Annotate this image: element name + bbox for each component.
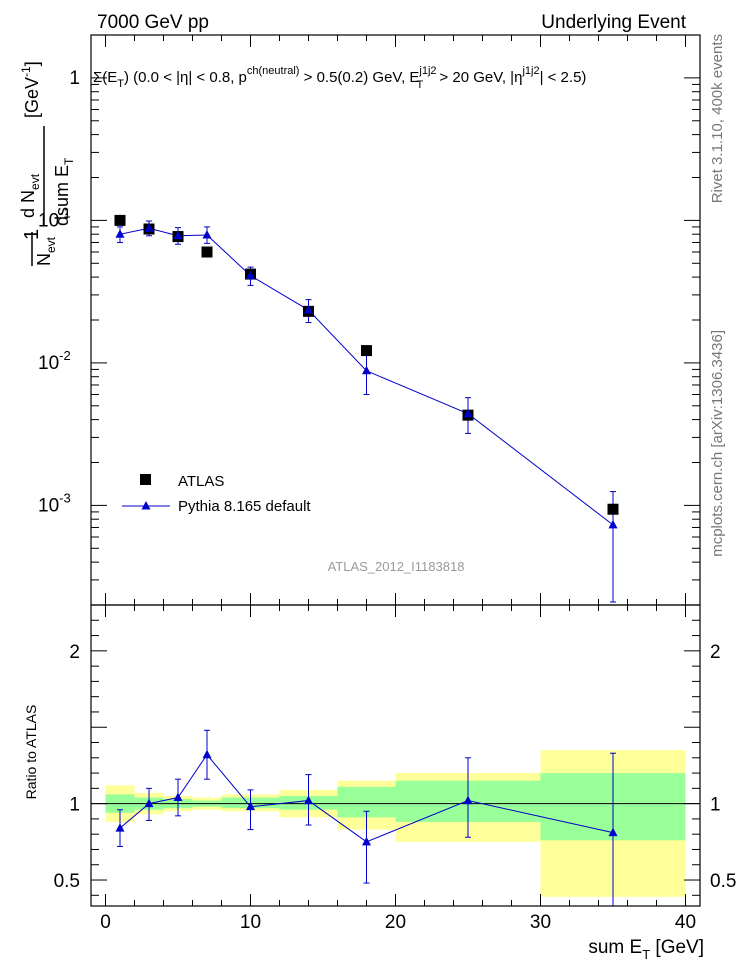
- rivet-version: Rivet 3.1.10, 400k events: [709, 34, 726, 203]
- pythia-point-0: [115, 229, 125, 238]
- ratio-ytick-label-left: 2: [69, 642, 80, 663]
- pythia-point-6: [362, 365, 371, 375]
- ratio-point-1: [144, 798, 154, 808]
- atlas-point-6: [361, 345, 372, 357]
- ratio-series: [115, 729, 618, 906]
- pythia-point-4: [246, 270, 255, 280]
- atlas-point-3: [201, 246, 213, 258]
- main-ytick-label: 10-1: [38, 205, 71, 231]
- ratio-ytick-label-left: 0.5: [54, 871, 80, 892]
- ratio-point-2: [173, 792, 183, 802]
- ratio-ytick-label-left: 1: [69, 795, 80, 816]
- legend-atlas-label: ATLAS: [178, 473, 224, 490]
- xlabel: sum ET [GeV]: [588, 937, 704, 962]
- xtick-label: 10: [240, 912, 261, 933]
- xtick-label: 40: [675, 912, 696, 933]
- svg-text:[GeV-1]: [GeV-1]: [19, 61, 42, 118]
- atlas-point-8: [607, 503, 619, 515]
- main-series: [114, 214, 619, 603]
- main-ytick-label: 1: [69, 68, 80, 89]
- ratio-point-4: [246, 801, 255, 811]
- main-ytick-label: 10-2: [38, 348, 71, 374]
- xtick-label: 0: [100, 912, 111, 933]
- axes: 0 10 20 30 40 10-3 10-2 10-1 1 0.5 0.5 1 1 2 2: [38, 34, 736, 933]
- pythia-point-1: [144, 223, 154, 232]
- selection-title: Σ(ET) (0.0 < |η| < 0.8, pch(neutral) > 0…: [93, 65, 586, 91]
- pythia-point-3: [202, 229, 212, 239]
- pythia-point-7: [463, 408, 473, 418]
- ratio-point-0: [115, 823, 125, 832]
- ratio-point-6: [362, 836, 371, 846]
- ratio-point-8: [608, 827, 618, 837]
- xtick-label: 20: [385, 912, 406, 933]
- source-label: mcplots.cern.ch [arXiv:1306.3436]: [709, 330, 726, 557]
- energy-label: 7000 GeV pp: [97, 12, 209, 33]
- ratio-point-5: [304, 795, 313, 805]
- ratio-bands: [105, 750, 686, 897]
- ratio-ytick-label-right: 1: [710, 795, 721, 816]
- ratio-point-3: [202, 749, 212, 759]
- legend-pythia-label: Pythia 8.165 default: [178, 498, 311, 515]
- pythia-point-8: [608, 519, 618, 529]
- ratio-point-7: [463, 795, 473, 805]
- atlas-point-0: [114, 214, 126, 226]
- ratio-ylabel: Ratio to ATLAS: [23, 705, 39, 800]
- legend: ATLAS Pythia 8.165 default: [122, 473, 311, 515]
- ratio-ytick-label-right: 2: [710, 642, 721, 663]
- analysis-tag: ATLAS_2012_I1183818: [328, 559, 465, 574]
- pythia-point-5: [304, 305, 313, 314]
- process-label: Underlying Event: [541, 12, 686, 33]
- main-ytick-label: 10-3: [38, 490, 71, 516]
- xtick-label: 30: [530, 912, 551, 933]
- main-frame: [90, 34, 701, 606]
- ratio-ytick-label-right: 0.5: [710, 871, 736, 892]
- pythia-point-2: [173, 230, 183, 240]
- legend-atlas-marker: [140, 474, 151, 485]
- legend-pythia-marker: [141, 501, 151, 510]
